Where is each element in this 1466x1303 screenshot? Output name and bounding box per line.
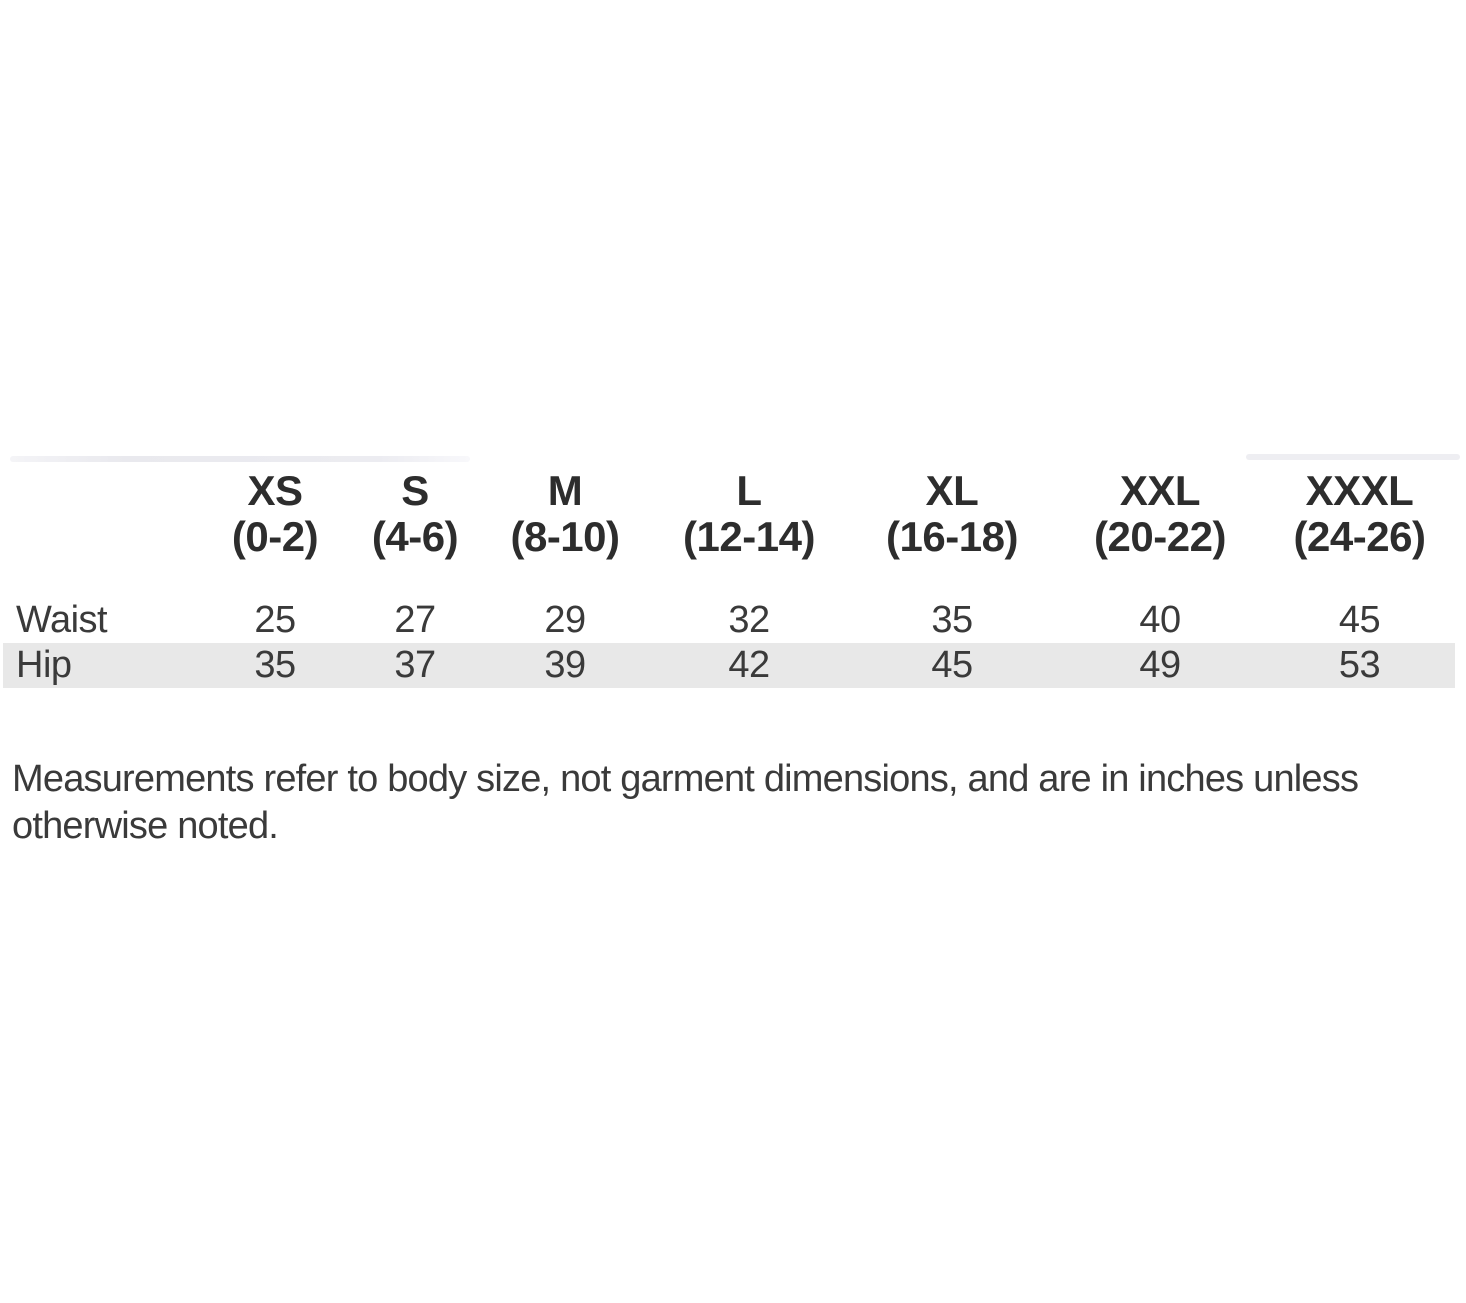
measurement-cell: 40 [1139,599,1181,641]
size-name: L [736,467,762,514]
measurement-cell: 49 [1139,644,1181,686]
top-divider-artifact-right [1246,454,1460,460]
size-column-header-s: S (4-6) [350,468,480,598]
measurement-cell: 37 [394,644,436,686]
row-label-waist: Waist [16,599,108,641]
measurement-cell: 27 [394,599,436,641]
size-range: (0-2) [231,513,319,560]
size-column-header-xxxl: XXXL (24-26) [1264,468,1455,598]
size-chart-table: XS (0-2) S (4-6) M (8-10) L (12-14) XL [3,468,1455,688]
note-line-2: otherwise noted. [12,805,279,847]
size-column-header-m: M (8-10) [480,468,650,598]
table-row-waist: Waist 25 27 29 32 35 40 45 [3,598,1455,643]
table-row-hip: Hip 35 37 39 42 45 49 53 [3,643,1455,688]
size-name: S [401,467,429,514]
measurement-cell: 39 [544,644,586,686]
size-column-header-xxl: XXL (20-22) [1056,468,1264,598]
measurement-cell: 35 [254,644,296,686]
size-column-header-xl: XL (16-18) [848,468,1056,598]
size-name: XXXL [1305,467,1414,514]
measurement-note: Measurements refer to body size, not gar… [12,756,1359,850]
measurement-cell: 42 [728,644,770,686]
size-name: XS [247,467,303,514]
size-column-header-l: L (12-14) [650,468,848,598]
top-divider-artifact-left [10,456,470,462]
measurement-cell: 25 [254,599,296,641]
size-column-header-xs: XS (0-2) [200,468,350,598]
measurement-cell: 45 [931,644,973,686]
size-range: (12-14) [683,513,815,560]
header-row: XS (0-2) S (4-6) M (8-10) L (12-14) XL [3,468,1455,598]
size-name: XL [925,467,979,514]
note-line-1: Measurements refer to body size, not gar… [12,758,1359,800]
size-name: M [547,467,583,514]
measurement-cell: 29 [544,599,586,641]
measurement-cell: 35 [931,599,973,641]
size-range: (8-10) [510,513,620,560]
size-range: (16-18) [886,513,1018,560]
measurement-cell: 53 [1338,644,1381,686]
measurement-cell: 45 [1338,599,1381,641]
size-range: (20-22) [1094,513,1226,560]
measurement-cell: 32 [728,599,770,641]
size-name: XXL [1119,467,1201,514]
size-range: (24-26) [1293,513,1426,560]
header-spacer-cell [3,468,200,598]
row-label-hip: Hip [16,644,72,686]
size-range: (4-6) [371,513,459,560]
